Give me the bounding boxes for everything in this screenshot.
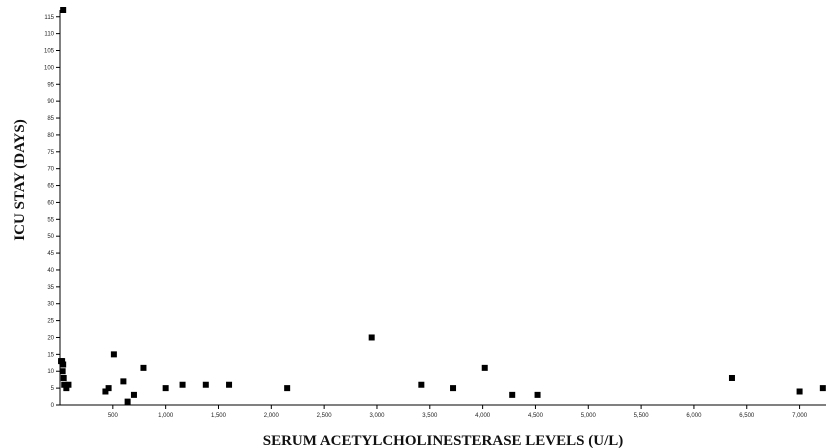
x-tick-label: 5,000 [581,413,597,419]
y-tick-label: 70 [47,167,54,173]
x-tick-label: 2,500 [317,413,333,419]
data-point [59,368,66,375]
plot-area: 0 5 10 15 20 25 30 35 40 45 50 55 60 65 70 75 80 85 90 95 10… [44,7,826,419]
data-point [509,391,516,398]
x-axis-title: SERUM ACETYLCHOLINESTERASE LEVELS (U/L) [263,433,624,448]
y-tick-label: 95 [47,82,54,88]
data-point [60,7,67,13]
y-tick-label: 55 [47,217,54,223]
y-tick-label: 65 [47,184,54,190]
x-tick-label: 3,500 [422,413,438,419]
y-tick-label: 0 [51,403,55,409]
data-point [124,398,131,405]
data-point [110,351,117,358]
data-point [418,381,425,388]
y-tick-label: 25 [47,319,54,325]
y-tick-label: 80 [47,133,54,139]
y-tick-label: 20 [47,335,54,341]
data-point [162,385,169,392]
x-tick-label: 3,000 [369,413,385,419]
data-point [63,385,70,392]
data-points [58,7,826,405]
y-tick-label: 35 [47,285,54,291]
data-point [65,381,72,388]
x-axis-ticks: 500 1,000 1,500 2,000 2,500 3,000 3,500 4,000 4,… [108,405,808,419]
y-tick-label: 115 [44,15,54,21]
x-tick-label: 4,000 [475,413,491,419]
data-point [120,378,127,385]
data-point [60,361,67,368]
y-tick-label: 100 [44,65,55,71]
y-tick-label: 5 [51,386,55,392]
y-tick-label: 105 [44,49,55,55]
y-tick-label: 30 [47,302,54,308]
x-tick-label: 7,000 [792,413,808,419]
x-tick-label: 5,500 [634,413,650,419]
data-point [450,385,457,392]
data-point [60,374,67,381]
data-point [202,381,209,388]
y-tick-label: 15 [47,352,54,358]
data-point [368,334,375,341]
data-point [796,388,803,395]
data-point [481,364,488,371]
x-tick-label: 1,000 [158,413,174,419]
y-tick-label: 85 [47,116,54,122]
x-tick-label: 500 [108,413,119,419]
data-point [59,358,66,365]
x-tick-label: 6,000 [686,413,702,419]
x-tick-label: 1,500 [211,413,227,419]
x-tick-label: 4,500 [528,413,544,419]
data-point [140,364,147,371]
data-point [61,381,68,388]
data-point [179,381,186,388]
y-tick-label: 40 [47,268,54,274]
y-tick-label: 50 [47,234,54,240]
data-point [534,391,541,398]
y-tick-label: 10 [47,369,54,375]
y-tick-label: 90 [47,99,54,105]
data-point [130,391,137,398]
data-point [284,385,291,392]
data-point [102,388,109,395]
data-point [819,385,826,392]
y-tick-label: 60 [47,200,54,206]
data-point [728,374,735,381]
y-tick-label: 110 [44,32,54,38]
y-axis-title: ICU STAY (DAYS) [12,119,28,240]
x-tick-label: 2,000 [264,413,280,419]
data-point [105,385,112,392]
x-tick-label: 6,500 [739,413,755,419]
y-tick-label: 75 [47,150,54,156]
data-point [226,381,233,388]
y-axis-ticks: 0 5 10 15 20 25 30 35 40 45 50 55 60 65 70 75 80 85 90 95 10… [44,15,60,409]
y-tick-label: 45 [47,251,54,257]
